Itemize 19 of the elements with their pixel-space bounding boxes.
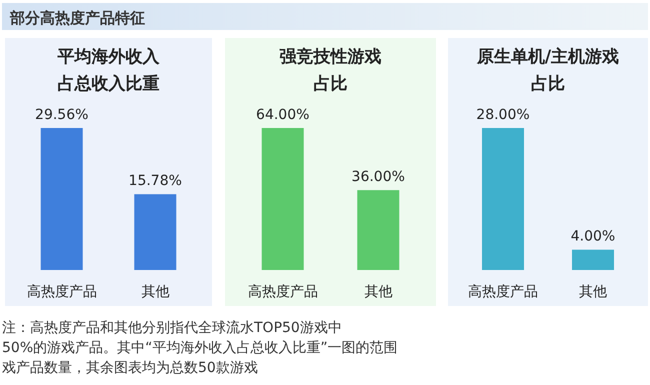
x-tick-label: 高热度产品 (26, 284, 97, 300)
data-label: 15.78% (128, 173, 182, 190)
chart-title: 强竞技性游戏占比 (280, 47, 382, 94)
text: 部分高热度产品特征 (9, 9, 145, 27)
x-tick-label: 高热度产品 (248, 284, 318, 300)
text: 注：高热度产品和其他分别指代全球流水TOP50游戏中 (2, 320, 342, 336)
data-label: 28.00% (476, 107, 530, 123)
data-label: 64.00% (256, 107, 310, 123)
data-label: 29.56% (35, 107, 88, 123)
x-tick-label: 其他 (141, 284, 170, 300)
text: 戏产品数量，其余图表均为总数50款游戏 (2, 360, 258, 376)
data-label: 4.00% (570, 228, 616, 245)
x-tick-label: 其他 (364, 284, 392, 300)
x-tick-label: 高热度产品 (468, 284, 538, 300)
text: 50%的游戏产品。其中“平均海外收入占总收入比重”一图的范围 (2, 340, 398, 356)
x-tick-label: 其他 (579, 284, 607, 300)
chart-title: 平均海外收入占总收入比重 (56, 47, 160, 94)
data-label: 36.00% (352, 169, 405, 186)
chart-title: 原生单机/主机游戏占比 (476, 47, 620, 94)
